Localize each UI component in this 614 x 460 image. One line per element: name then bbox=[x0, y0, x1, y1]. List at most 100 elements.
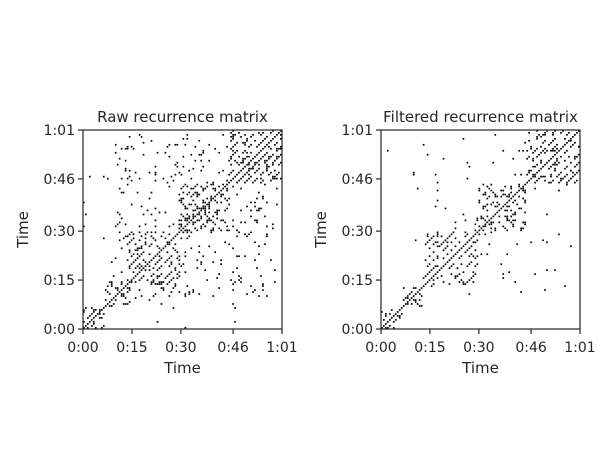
filtered-recurrence-point bbox=[574, 165, 576, 168]
raw-recurrence-point bbox=[150, 213, 153, 216]
raw-recurrence-point bbox=[234, 281, 236, 283]
raw-recurrence-point bbox=[216, 193, 219, 196]
raw-recurrence-point bbox=[104, 305, 107, 307]
filtered-recurrence-point bbox=[578, 161, 580, 164]
raw-recurrence-point bbox=[138, 271, 141, 273]
filtered-recurrence-point bbox=[540, 167, 542, 170]
raw-recurrence-point bbox=[110, 305, 113, 307]
raw-recurrence-point bbox=[232, 303, 234, 305]
raw-recurrence-point bbox=[92, 317, 95, 319]
filtered-recurrence-point bbox=[518, 183, 520, 186]
filtered-recurrence-point bbox=[502, 273, 505, 275]
raw-recurrence-point bbox=[212, 181, 215, 184]
raw-recurrence-point bbox=[216, 277, 219, 279]
raw-recurrence-point bbox=[196, 267, 199, 269]
raw-recurrence-point bbox=[270, 147, 272, 150]
filtered-recurrence-point bbox=[552, 155, 554, 158]
raw-recurrence-point bbox=[204, 211, 207, 214]
filtered-recurrence-point bbox=[478, 189, 481, 192]
raw-recurrence-point bbox=[108, 305, 111, 307]
raw-recurrence-point bbox=[252, 291, 254, 293]
raw-recurrence-point bbox=[232, 137, 234, 140]
filtered-recurrence-point bbox=[524, 189, 526, 192]
raw-recurrence-point bbox=[200, 185, 203, 188]
raw-recurrence-point bbox=[130, 231, 133, 234]
filtered-recurrence-point bbox=[532, 159, 534, 162]
raw-recurrence-point bbox=[182, 203, 185, 206]
raw-recurrence-point bbox=[132, 271, 135, 273]
filtered-recurrence-point bbox=[548, 167, 550, 170]
raw-recurrence-point bbox=[254, 179, 256, 182]
filtered-recurrence-point bbox=[540, 145, 542, 148]
raw-recurrence-point bbox=[156, 283, 159, 285]
filtered-recurrence-point bbox=[532, 165, 534, 168]
filtered-recurrence-point bbox=[454, 237, 457, 240]
raw-recurrence-point bbox=[124, 235, 127, 238]
raw-recurrence-point bbox=[168, 257, 171, 260]
raw-recurrence-point bbox=[212, 261, 215, 264]
filtered-recurrence-point bbox=[544, 289, 546, 291]
raw-recurrence-point bbox=[202, 165, 205, 168]
filtered-recurrence-point bbox=[436, 241, 439, 244]
filtered-recurrence-point bbox=[518, 149, 520, 152]
raw-recurrence-point bbox=[212, 295, 215, 297]
filtered-recurrence-point bbox=[534, 165, 536, 168]
filtered-recurrence-point bbox=[576, 163, 578, 166]
raw-recurrence-point bbox=[174, 243, 177, 246]
filtered-recurrence-point bbox=[396, 311, 399, 313]
raw-recurrence-point bbox=[172, 247, 175, 250]
raw-recurrence-point bbox=[88, 315, 91, 317]
filtered-recurrence-point bbox=[560, 171, 562, 174]
filtered-recurrence-point bbox=[516, 191, 519, 194]
filtered-recurrence-point bbox=[432, 251, 435, 254]
raw-recurrence-point bbox=[264, 243, 266, 246]
raw-recurrence-point bbox=[128, 169, 131, 172]
filtered-recurrence-point bbox=[556, 163, 558, 166]
raw-recurrence-point bbox=[244, 157, 246, 160]
raw-recurrence-point bbox=[268, 157, 270, 160]
raw-recurrence-point bbox=[208, 159, 211, 162]
raw-recurrence-point bbox=[140, 269, 143, 271]
raw-recurrence-point bbox=[184, 251, 187, 254]
filtered-recurrence-point bbox=[488, 243, 491, 246]
filtered-recurrence-point bbox=[510, 185, 513, 188]
raw-recurrence-point bbox=[196, 183, 199, 186]
raw-recurrence-point bbox=[190, 247, 193, 250]
raw-recurrence-point bbox=[160, 265, 163, 268]
raw-recurrence-point bbox=[214, 147, 217, 150]
filtered-recurrence-point bbox=[544, 131, 546, 134]
raw-recurrence-point bbox=[140, 265, 143, 268]
raw-recurrence-point bbox=[256, 209, 258, 212]
raw-recurrence-point bbox=[83, 225, 85, 228]
filtered-recurrence-point bbox=[556, 175, 558, 178]
raw-recurrence-point bbox=[110, 281, 113, 283]
raw-recurrence-point bbox=[260, 133, 262, 136]
raw-y-tick-label: 0:30 bbox=[44, 224, 75, 240]
filtered-recurrence-point bbox=[498, 215, 501, 218]
filtered-recurrence-point bbox=[540, 159, 542, 162]
raw-recurrence-point bbox=[86, 323, 89, 325]
filtered-recurrence-point bbox=[560, 155, 562, 158]
raw-recurrence-point bbox=[260, 173, 262, 176]
raw-recurrence-point bbox=[224, 221, 226, 224]
filtered-recurrence-point bbox=[482, 229, 485, 232]
raw-recurrence-point bbox=[134, 267, 137, 269]
filtered-recurrence-point bbox=[454, 221, 457, 224]
filtered-recurrence-point bbox=[440, 267, 443, 269]
filtered-recurrence-point bbox=[536, 130, 538, 132]
filtered-recurrence-point bbox=[466, 233, 469, 236]
raw-recurrence-point bbox=[272, 137, 274, 140]
raw-recurrence-point bbox=[236, 161, 238, 164]
raw-recurrence-point bbox=[122, 237, 125, 240]
raw-recurrence-point bbox=[266, 235, 268, 238]
filtered-recurrence-point bbox=[424, 283, 427, 285]
raw-recurrence-point bbox=[132, 253, 135, 256]
raw-recurrence-point bbox=[128, 135, 131, 138]
raw-recurrence-point bbox=[242, 151, 244, 154]
filtered-recurrence-point bbox=[436, 255, 439, 258]
raw-recurrence-point bbox=[232, 153, 234, 156]
raw-recurrence-point bbox=[204, 209, 207, 212]
raw-recurrence-point bbox=[146, 279, 149, 281]
filtered-recurrence-point bbox=[474, 241, 477, 244]
filtered-recurrence-point bbox=[516, 243, 519, 246]
